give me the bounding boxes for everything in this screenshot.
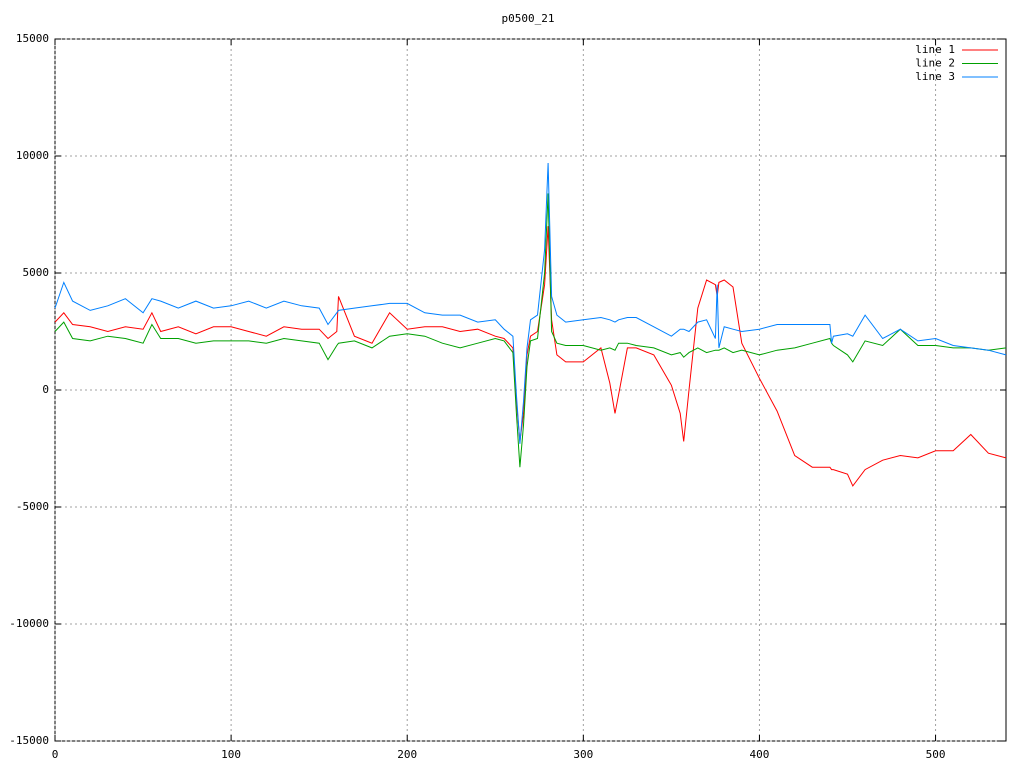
y-tick-label: 5000 <box>23 266 50 279</box>
series-line <box>54 193 1007 468</box>
y-tick-label: 15000 <box>16 32 49 45</box>
x-tick-label: 200 <box>397 748 417 761</box>
x-tick-label: 400 <box>750 748 770 761</box>
y-tick-label: 0 <box>42 383 49 396</box>
series-line <box>54 162 1007 444</box>
legend-label: line 2 <box>915 57 955 70</box>
y-tick-label: 10000 <box>16 149 49 162</box>
y-tick-label: -10000 <box>9 617 49 630</box>
x-tick-label: 300 <box>573 748 593 761</box>
y-tick-label: -15000 <box>9 734 49 747</box>
x-tick-label: 0 <box>52 748 59 761</box>
y-tick-label: -5000 <box>16 500 49 513</box>
legend-label: line 3 <box>915 70 955 83</box>
legend-label: line 1 <box>915 43 955 56</box>
chart-title: p0500_21 <box>502 12 555 25</box>
x-tick-label: 500 <box>926 748 946 761</box>
series-line <box>54 226 1007 487</box>
x-tick-label: 100 <box>221 748 241 761</box>
